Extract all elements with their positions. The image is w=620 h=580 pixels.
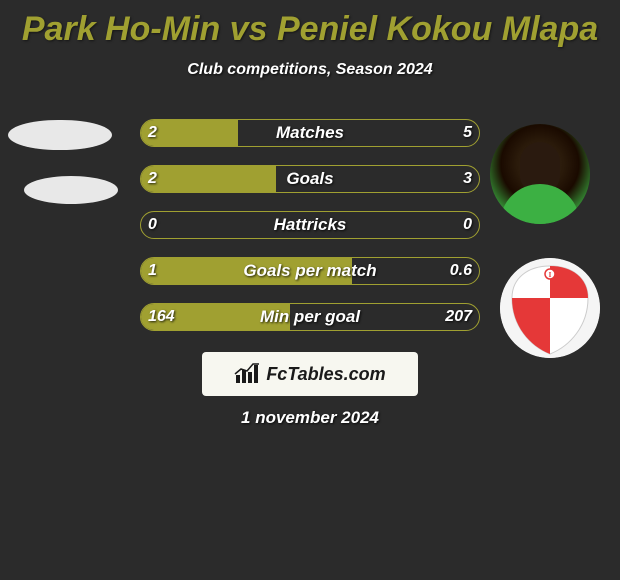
stat-row: 0 Hattricks 0 xyxy=(0,202,620,248)
snapshot-date: 1 november 2024 xyxy=(0,408,620,428)
stat-row: 2 Matches 5 xyxy=(0,110,620,156)
stats-area: 2 Matches 5 2 Goals 3 0 Hattricks 0 1 Go… xyxy=(0,110,620,340)
stat-row: 1 Goals per match 0.6 xyxy=(0,248,620,294)
stat-bar-track xyxy=(140,165,480,193)
stat-bar-track xyxy=(140,303,480,331)
stat-bar-fill xyxy=(141,258,352,284)
site-logo[interactable]: FcTables.com xyxy=(202,352,418,396)
stat-bar-fill xyxy=(141,304,290,330)
site-logo-text: FcTables.com xyxy=(266,364,385,385)
stat-bar-track xyxy=(140,257,480,285)
comparison-subtitle: Club competitions, Season 2024 xyxy=(0,61,620,79)
bar-chart-icon xyxy=(234,363,260,385)
stat-bar-fill xyxy=(141,166,276,192)
stat-bar-fill xyxy=(141,120,238,146)
stat-row: 2 Goals 3 xyxy=(0,156,620,202)
stat-row: 164 Min per goal 207 xyxy=(0,294,620,340)
stat-bar-track xyxy=(140,211,480,239)
comparison-title: Park Ho-Min vs Peniel Kokou Mlapa xyxy=(0,0,620,49)
stat-bar-track xyxy=(140,119,480,147)
